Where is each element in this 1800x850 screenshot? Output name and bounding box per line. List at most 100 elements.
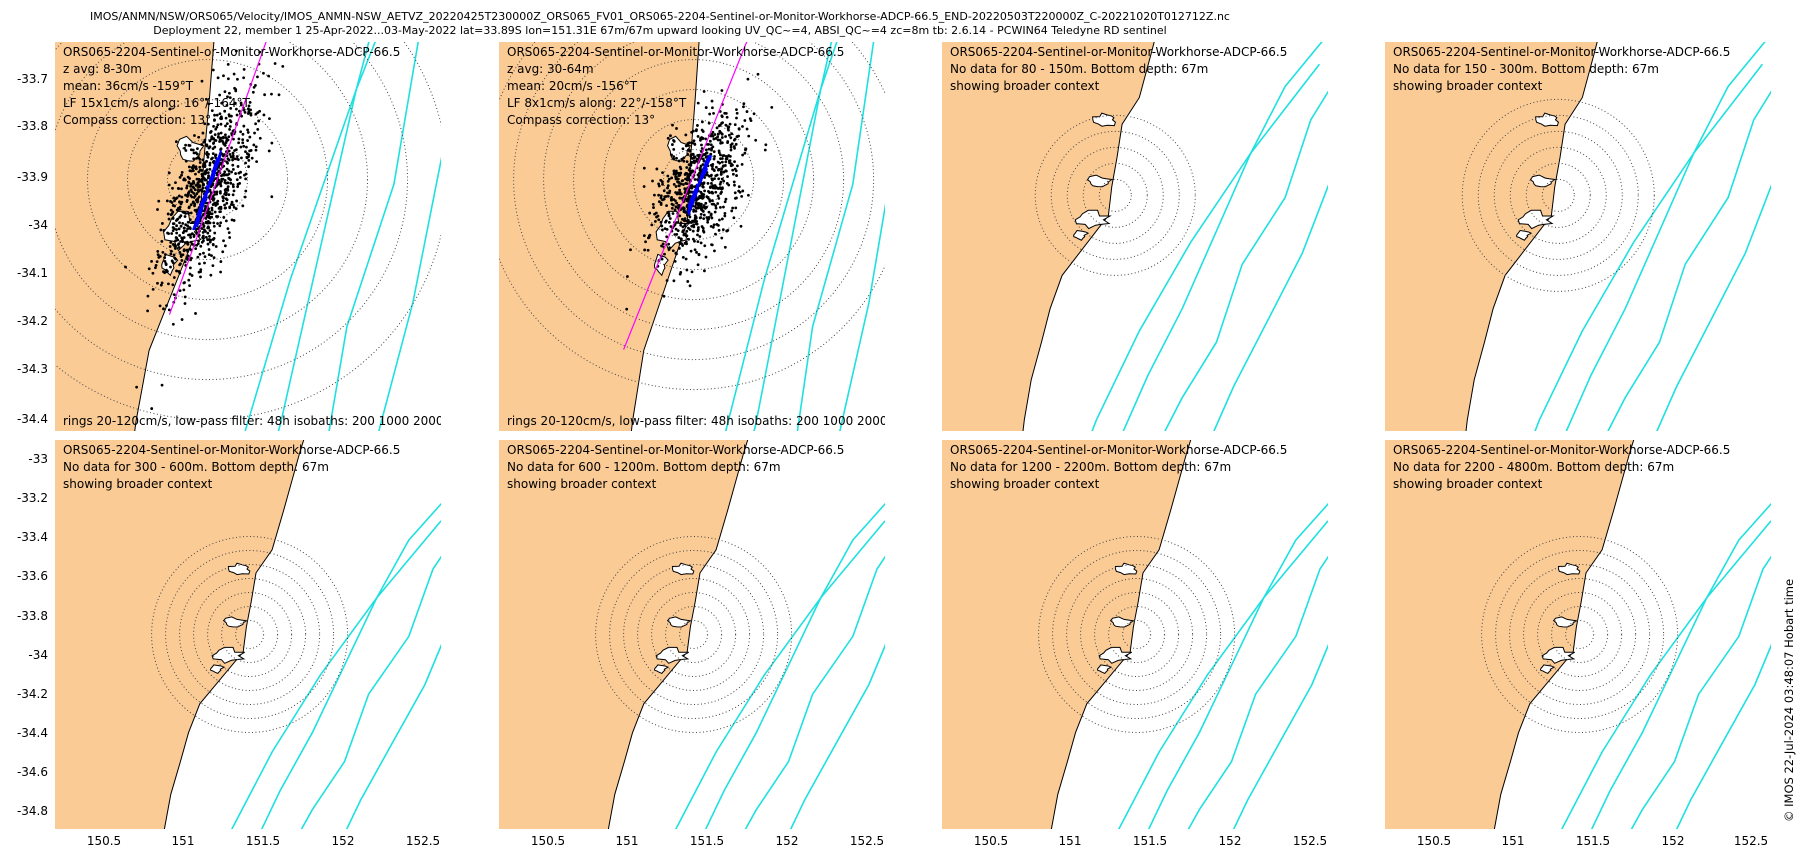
- scatter-point: [194, 165, 198, 169]
- scatter-point: [723, 214, 727, 218]
- scatter-point: [211, 264, 215, 268]
- velocity-ring: [603, 89, 785, 271]
- scatter-point: [195, 152, 199, 156]
- scatter-point: [692, 209, 696, 213]
- scatter-point: [702, 193, 706, 197]
- scatter-point: [210, 157, 213, 161]
- scatter-point: [678, 214, 682, 218]
- scatter-point: [229, 120, 233, 124]
- imos-timestamp: © IMOS 22-Jul-2024 03:48:07 Hobart time: [1782, 578, 1796, 822]
- scatter-point: [659, 203, 663, 206]
- isobath-line: [260, 502, 441, 829]
- scatter-point: [690, 161, 693, 165]
- scatter-point: [710, 199, 714, 202]
- scatter-point: [182, 288, 186, 292]
- scatter-point: [231, 154, 235, 158]
- scatter-point: [655, 167, 659, 171]
- velocity-ring: [663, 149, 725, 211]
- scatter-point: [234, 88, 238, 91]
- scatter-point: [208, 167, 212, 171]
- panel-annotation: ORS065-2204-Sentinel-or-Monitor-Workhors…: [63, 44, 400, 129]
- scatter-point: [685, 182, 689, 186]
- scatter-point: [695, 250, 698, 254]
- scatter-point: [727, 128, 730, 132]
- scatter-point: [234, 148, 238, 152]
- estuary: [1096, 664, 1113, 675]
- scatter-point: [183, 302, 187, 305]
- isobath-line: [1122, 42, 1323, 431]
- scatter-point: [151, 271, 155, 275]
- scatter-point: [212, 224, 216, 228]
- isobath-line: [1534, 63, 1764, 431]
- scatter-point: [258, 136, 262, 140]
- scatter-point: [167, 217, 171, 221]
- scatter-point: [743, 119, 747, 122]
- scatter-point: [220, 117, 224, 120]
- scatter-point: [208, 235, 211, 238]
- scatter-point: [169, 208, 173, 212]
- scatter-point: [699, 241, 703, 245]
- scatter-point: [685, 166, 689, 169]
- scatter-point: [177, 246, 181, 249]
- scatter-point: [711, 106, 714, 110]
- scatter-point: [210, 208, 214, 212]
- scatter-point: [690, 157, 694, 160]
- panel-600-1200m: ORS065-2204-Sentinel-or-Monitor-Workhors…: [499, 440, 885, 829]
- scatter-point: [693, 239, 696, 243]
- y-tick-label: -34.1: [16, 266, 48, 280]
- scatter-point: [710, 148, 713, 152]
- map-canvas: [1385, 42, 1771, 431]
- isobath-line: [1164, 90, 1328, 431]
- scatter-point: [699, 216, 703, 219]
- scatter-point: [196, 147, 199, 151]
- scatter-point: [717, 196, 721, 200]
- scatter-point: [186, 192, 190, 196]
- annotation-line: showing broader context: [950, 477, 1100, 491]
- scatter-point: [687, 237, 691, 241]
- velocity-ring: [221, 606, 279, 663]
- estuary: [211, 646, 246, 664]
- scatter-point: [247, 104, 251, 108]
- figure-title-line1: IMOS/ANMN/NSW/ORS065/Velocity/IMOS_ANMN-…: [90, 10, 1230, 23]
- scatter-point: [203, 255, 207, 259]
- scatter-point: [231, 183, 235, 187]
- scatter-point: [214, 245, 218, 248]
- scatter-point: [191, 148, 195, 152]
- scatter-point: [247, 107, 250, 111]
- scatter-point: [189, 235, 192, 239]
- scatter-point: [175, 231, 179, 235]
- scatter-point: [183, 260, 187, 264]
- scatter-point: [692, 225, 696, 229]
- scatter-point: [713, 184, 717, 187]
- scatter-point: [204, 235, 208, 239]
- scatter-point: [226, 62, 230, 66]
- scatter-point: [683, 224, 687, 228]
- scatter-point: [202, 140, 206, 144]
- scatter-point: [732, 216, 736, 220]
- annotation-line: LF 15x1cm/s along: 16°/-164°T: [63, 96, 250, 110]
- velocity-ring: [1038, 536, 1236, 733]
- scatter-point: [174, 181, 177, 184]
- scatter-point: [686, 144, 690, 147]
- scatter-point: [696, 101, 700, 105]
- estuary: [1114, 562, 1138, 576]
- x-tick-label: 152.5: [1733, 834, 1769, 848]
- scatter-point: [211, 160, 215, 164]
- scatter-point: [250, 156, 254, 160]
- scatter-point: [730, 209, 734, 213]
- velocity-ring: [193, 578, 307, 691]
- isobath-line: [839, 203, 885, 431]
- y-tick-label: -33.8: [16, 119, 48, 133]
- scatter-point: [228, 96, 232, 100]
- scatter-point: [181, 222, 185, 225]
- scatter-point: [674, 191, 678, 194]
- scatter-point: [201, 186, 205, 190]
- panel-annotation: ORS065-2204-Sentinel-or-Monitor-Workhors…: [950, 44, 1287, 95]
- scatter-point: [710, 202, 714, 206]
- scatter-point: [228, 177, 232, 181]
- scatter-point: [240, 156, 243, 160]
- scatter-point: [200, 143, 204, 146]
- scatter-point: [724, 160, 728, 164]
- scatter-point: [218, 191, 222, 195]
- x-tick-label: 150.5: [530, 834, 566, 848]
